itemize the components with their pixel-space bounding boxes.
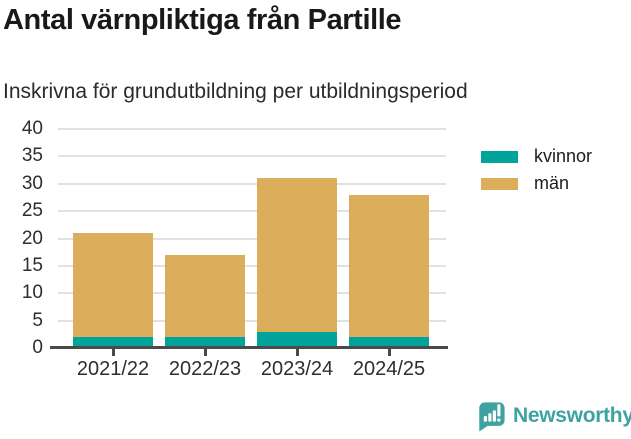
x-axis-tick-label: 2023/24 [260, 358, 334, 380]
gridline [58, 210, 446, 213]
legend-item-man: män [481, 173, 592, 194]
newsworthy-logo: Newsworthy [476, 400, 631, 432]
x-axis-tick-label: 2022/23 [168, 358, 242, 380]
newsworthy-logo-text: Newsworthy [513, 404, 631, 427]
y-axis-tick-label: 25 [21, 200, 43, 222]
gridline [58, 237, 446, 240]
y-axis-tick-label: 20 [21, 227, 43, 249]
gridline [58, 319, 446, 322]
newsworthy-logo-icon [479, 402, 505, 432]
x-axis-tick [203, 349, 207, 356]
plot-area: 0 5 10 15 20 25 30 35 40 2021/22 2022/23 2023/24 202… [22, 118, 448, 380]
gridline [58, 264, 446, 267]
chart-title: Antal värnpliktiga från Partille [3, 4, 402, 36]
legend: kvinnor män [481, 146, 592, 200]
chart-subtitle: Inskrivna för grundutbildning per utbild… [3, 80, 468, 103]
x-axis-tick [111, 349, 115, 356]
bar-segment-kvinnor [257, 331, 337, 348]
gridline [58, 182, 446, 185]
legend-item-kvinnor: kvinnor [481, 146, 592, 167]
x-axis-line [50, 346, 448, 349]
y-axis-tick-label: 15 [21, 254, 43, 276]
y-axis-tick-label: 5 [32, 309, 43, 331]
y-axis-tick-label: 10 [21, 282, 43, 304]
legend-label-man: män [534, 173, 570, 193]
x-axis-tick-label: 2021/22 [76, 358, 150, 380]
bar-segment-kvinnor [349, 337, 429, 348]
x-axis-tick [387, 349, 391, 356]
bar-segment-man [165, 254, 245, 338]
y-axis-tick-label: 40 [21, 118, 43, 139]
bar-segment-man [73, 233, 153, 338]
x-axis-tick [295, 349, 299, 356]
legend-swatch-man [481, 177, 518, 190]
bar-segment-kvinnor [165, 337, 245, 348]
y-axis-tick-label: 30 [21, 172, 43, 194]
bar-segment-man [349, 194, 429, 338]
y-axis-tick-label: 35 [21, 145, 43, 167]
x-axis-tick-label: 2024/25 [352, 358, 426, 380]
gridline [58, 292, 446, 295]
gridline [58, 128, 446, 130]
legend-label-kvinnor: kvinnor [534, 146, 593, 166]
gridline [58, 155, 446, 158]
legend-swatch-kvinnor [481, 150, 518, 163]
y-axis-tick-label: 0 [32, 337, 43, 358]
bar-segment-man [257, 178, 337, 332]
bar-segment-kvinnor [73, 337, 153, 348]
